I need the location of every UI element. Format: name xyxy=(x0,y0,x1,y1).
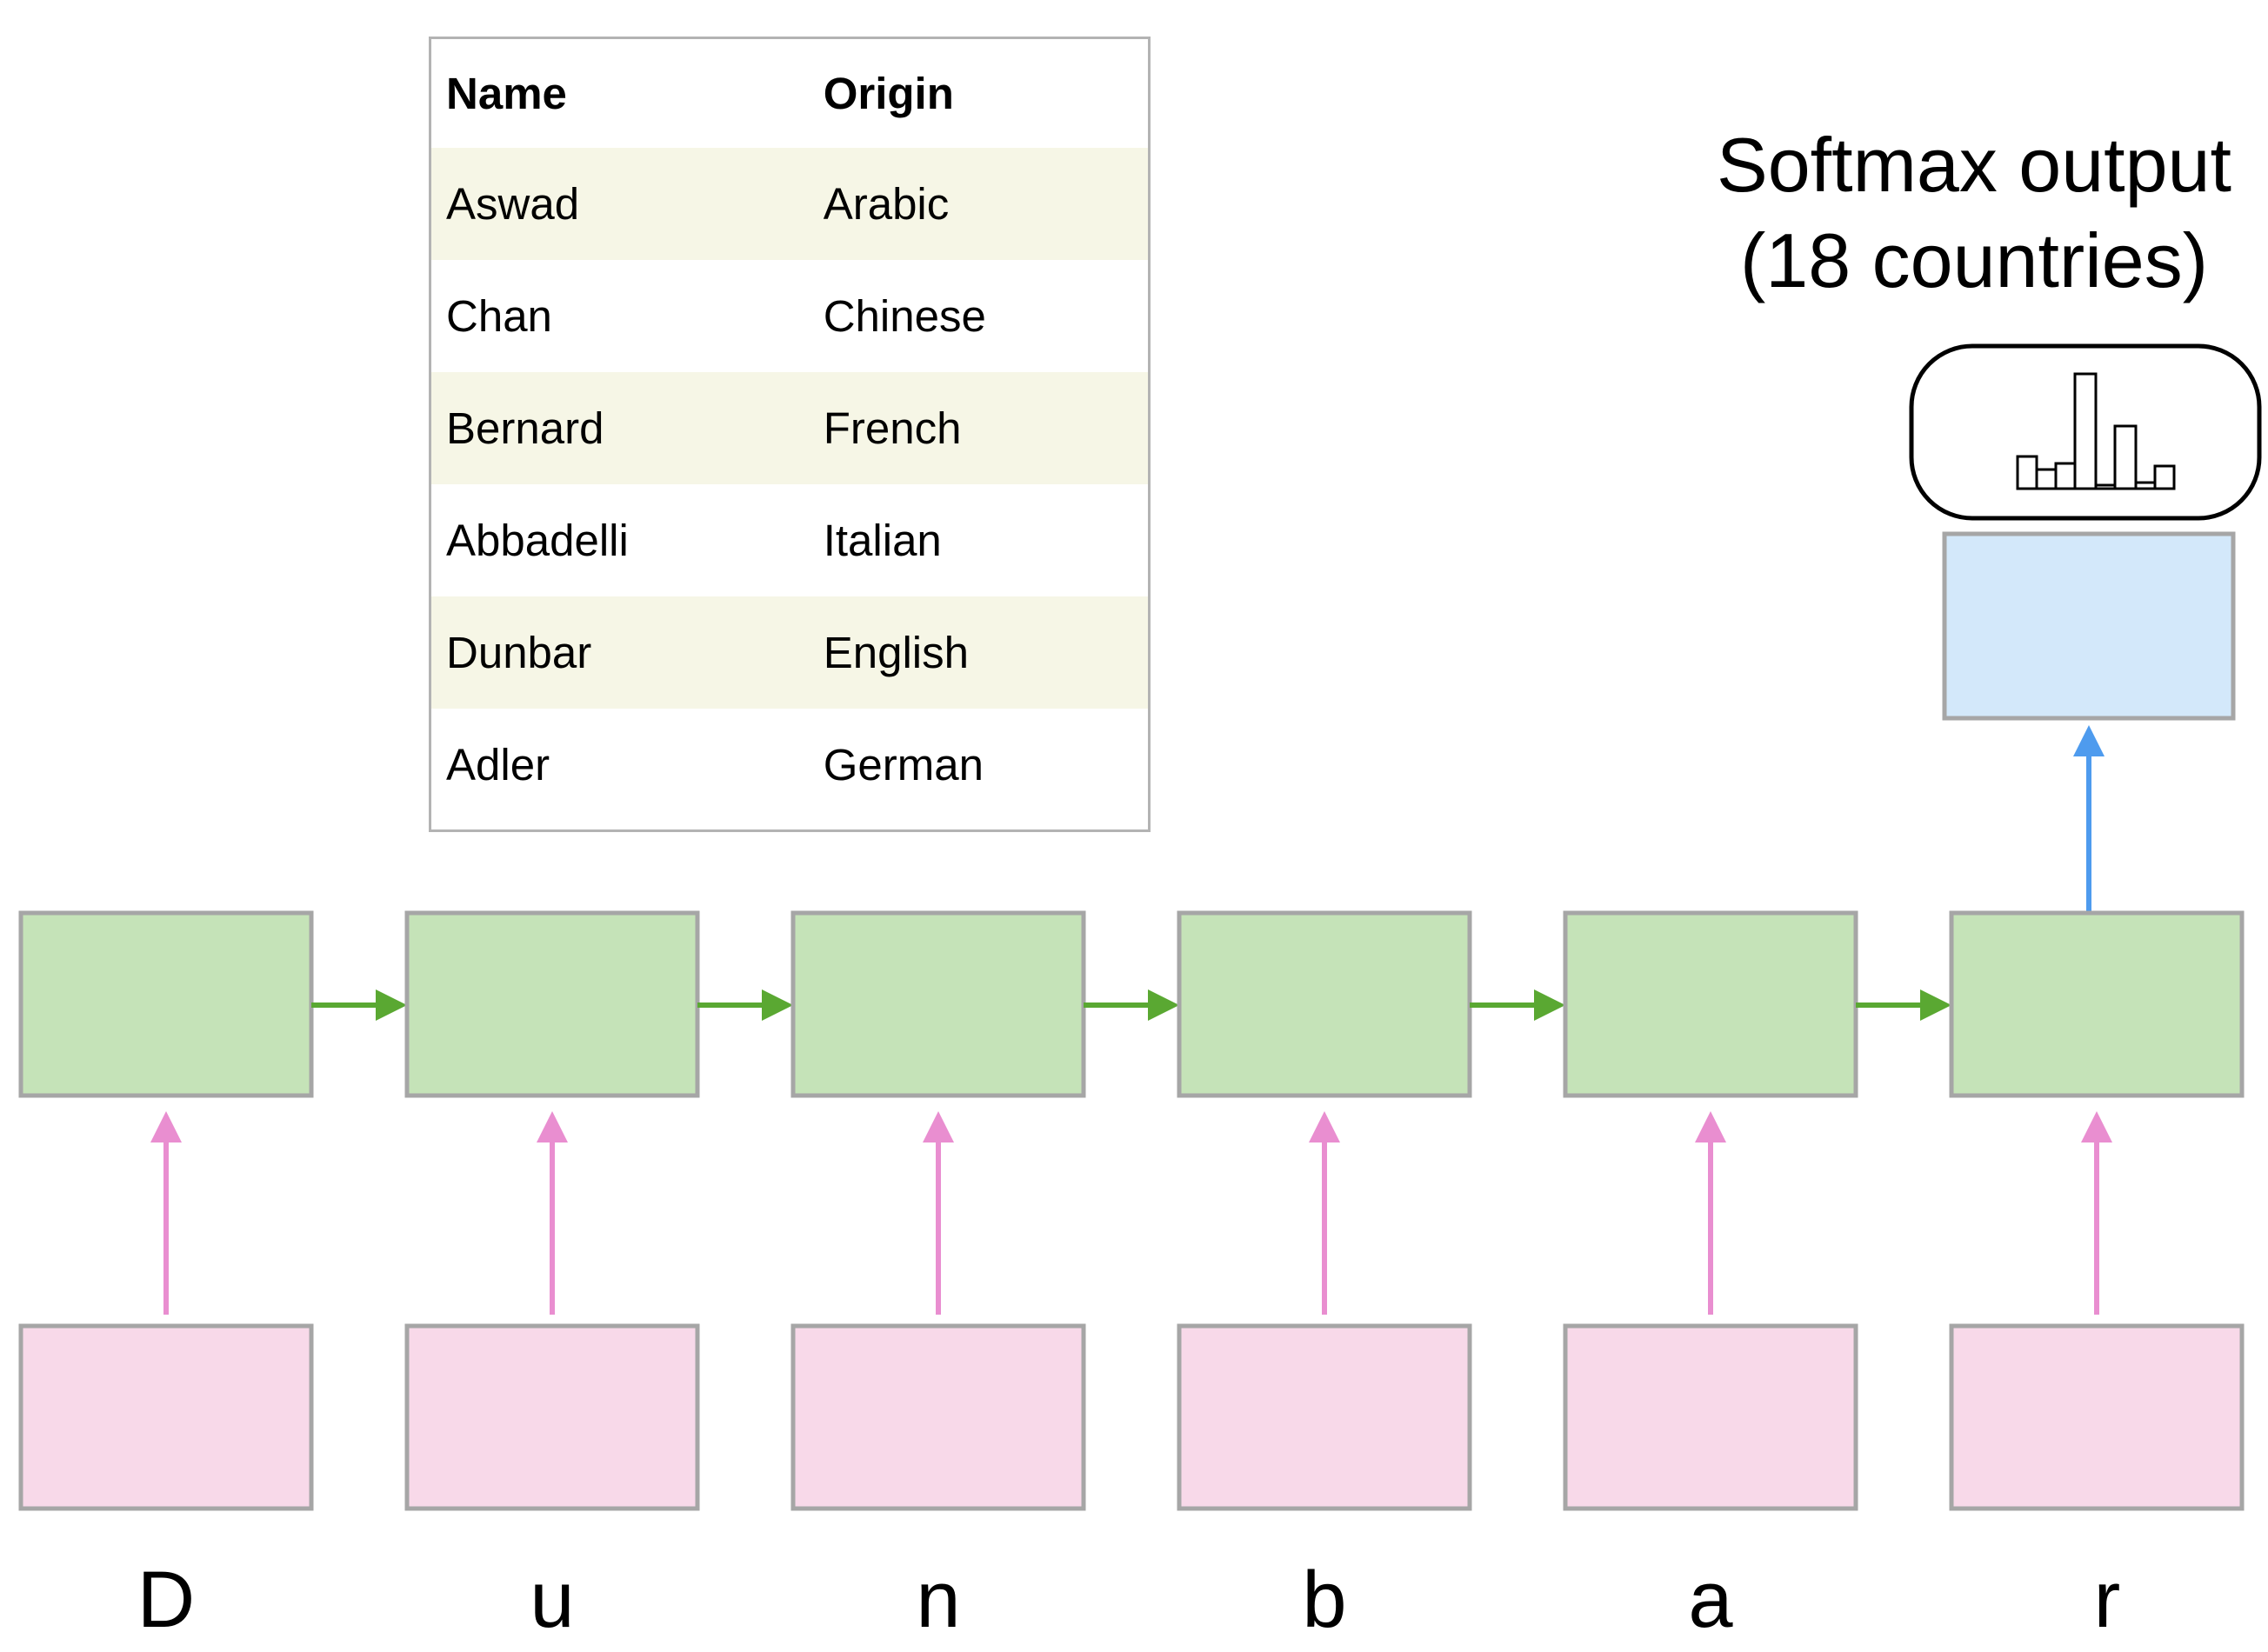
rnn-cell xyxy=(18,910,314,1098)
rnn-cell xyxy=(404,910,700,1098)
name-origin-table: Name Origin Aswad Arabic Chan Chinese Be… xyxy=(429,37,1151,832)
input-arrow xyxy=(1309,1111,1340,1315)
name-cell: Abbadelli xyxy=(446,516,629,565)
input-arrow xyxy=(1695,1111,1726,1315)
origin-cell: German xyxy=(823,740,984,789)
table-row: Chan Chinese xyxy=(431,260,1148,372)
header-origin: Origin xyxy=(823,69,954,118)
table-header-row: Name Origin xyxy=(431,39,1148,148)
input-arrow xyxy=(150,1111,182,1315)
origin-cell: English xyxy=(808,596,1148,709)
output-layer-box xyxy=(1942,531,2236,721)
input-character: r xyxy=(2093,1555,2121,1644)
recurrent-arrow xyxy=(697,989,793,1021)
input-character: a xyxy=(1688,1555,1733,1644)
table-row: Abbadelli Italian xyxy=(431,484,1148,596)
histogram-icon xyxy=(2016,372,2176,490)
origin-cell: Italian xyxy=(823,516,942,565)
input-box xyxy=(18,1323,314,1511)
input-box xyxy=(1949,1323,2245,1511)
output-arrow xyxy=(2073,725,2105,911)
header-name: Name xyxy=(446,69,567,118)
input-arrow xyxy=(537,1111,568,1315)
table-row: Dunbar English xyxy=(431,596,1148,709)
input-arrow xyxy=(2081,1111,2112,1315)
input-character: b xyxy=(1302,1555,1347,1644)
recurrent-arrow xyxy=(1856,989,1951,1021)
name-cell: Bernard xyxy=(431,372,809,484)
input-character: D xyxy=(137,1555,196,1644)
recurrent-arrow xyxy=(1470,989,1565,1021)
input-character: u xyxy=(530,1555,575,1644)
table-row: Aswad Arabic xyxy=(431,148,1148,260)
origin-cell: French xyxy=(808,372,1148,484)
recurrent-arrow xyxy=(311,989,407,1021)
rnn-cell xyxy=(1563,910,1858,1098)
name-cell: Dunbar xyxy=(431,596,809,709)
input-box xyxy=(1563,1323,1858,1511)
input-arrow xyxy=(923,1111,954,1315)
softmax-title-line2: (18 countries) xyxy=(1739,217,2208,303)
origin-cell: Arabic xyxy=(808,148,1148,260)
origin-cell: Chinese xyxy=(823,291,986,341)
input-box xyxy=(790,1323,1086,1511)
softmax-distribution xyxy=(1909,343,2262,521)
input-character: n xyxy=(916,1555,961,1644)
name-cell: Chan xyxy=(446,291,552,341)
name-cell: Adler xyxy=(446,740,550,789)
input-box xyxy=(1177,1323,1472,1511)
table-row: Adler German xyxy=(431,709,1148,821)
input-box xyxy=(404,1323,700,1511)
rnn-cell xyxy=(790,910,1086,1098)
softmax-title: Softmax output (18 countries) xyxy=(1670,117,2268,309)
softmax-title-line1: Softmax output xyxy=(1717,122,2231,208)
name-cell: Aswad xyxy=(431,148,809,260)
table-row: Bernard French xyxy=(431,372,1148,484)
recurrent-arrow xyxy=(1084,989,1179,1021)
rnn-cell xyxy=(1177,910,1472,1098)
rnn-cell xyxy=(1949,910,2245,1098)
